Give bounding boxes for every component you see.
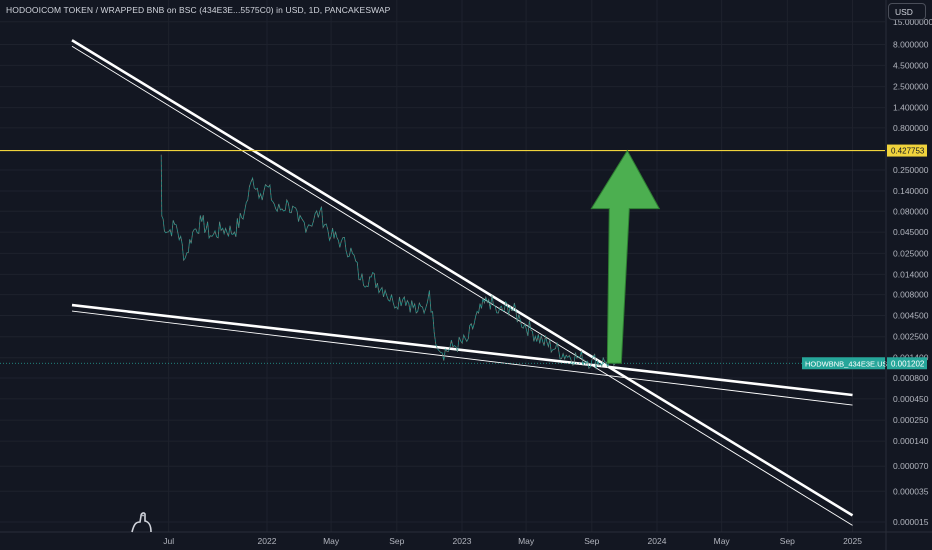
price-tag-label: 0.001202 [891, 359, 925, 368]
y-tick-label: 0.004500 [893, 310, 929, 320]
symbol-tag-label: HODWBNB_434E3E.USD [805, 359, 894, 368]
x-tick-label: 2022 [258, 536, 277, 546]
annotations: HODWBNB_434E3E.USD [0, 149, 894, 370]
upper-trendline-inner [71, 45, 853, 526]
level-price-label: 0.427753 [891, 147, 925, 156]
x-tick-label: Jul [163, 536, 174, 546]
upper-trendline[interactable] [71, 39, 854, 517]
y-tick-label: 0.000140 [893, 436, 929, 446]
x-tick-label: May [518, 536, 535, 546]
y-tick-label: 0.800000 [893, 123, 929, 133]
x-tick-label: Sep [780, 536, 795, 546]
currency-button[interactable]: USD [888, 3, 926, 20]
y-tick-label: 0.002500 [893, 332, 929, 342]
price-line-down [160, 154, 616, 370]
y-tick-label: 0.045000 [893, 227, 929, 237]
x-tick-label: May [323, 536, 340, 546]
x-tick-label: Sep [584, 536, 599, 546]
tradingview-logo-icon[interactable] [128, 510, 156, 534]
y-tick-label: 4.500000 [893, 60, 929, 70]
y-tick-label: 0.000250 [893, 415, 929, 425]
x-tick-label: 2024 [648, 536, 667, 546]
y-tick-label: 0.000015 [893, 517, 929, 527]
y-tick-label: 2.500000 [893, 82, 929, 92]
y-tick-label: 0.000070 [893, 461, 929, 471]
y-tick-label: 0.008000 [893, 290, 929, 300]
symbol-tag [802, 357, 885, 370]
grid-lines [0, 0, 885, 532]
lower-trendline-inner [71, 310, 853, 406]
y-tick-label: 0.080000 [893, 206, 929, 216]
y-tick-label: 0.140000 [893, 186, 929, 196]
y-tick-label: 8.000000 [893, 40, 929, 50]
x-tick-label: 2023 [453, 536, 472, 546]
y-axis[interactable]: 15.000000 8.000000 4.500000 2.500000 1.40000… [885, 0, 932, 550]
lower-trendline[interactable] [71, 303, 853, 397]
price-tag [887, 357, 927, 370]
trendlines [71, 39, 854, 526]
y-tick-label: 0.000800 [893, 373, 929, 383]
y-tick-label: 1.400000 [893, 103, 929, 113]
x-tick-label: 2025 [843, 536, 862, 546]
y-tick-label: 15.000000 [893, 17, 932, 27]
y-tick-label: 0.000035 [893, 486, 929, 496]
y-tick-label: 0.000450 [893, 394, 929, 404]
y-tick-label: 0.250000 [893, 165, 929, 175]
y-tick-label: 0.014000 [893, 269, 929, 279]
price-line-up [160, 154, 616, 370]
y-tick-label: 0.025000 [893, 248, 929, 258]
price-series [160, 154, 616, 370]
x-tick-label: May [714, 536, 731, 546]
x-axis[interactable]: Jul 2022 May Sep 2023 May Sep 2024 May Sep 2025 [0, 531, 932, 546]
x-tick-label: Sep [389, 536, 404, 546]
chart-title: HODOOICOM TOKEN / WRAPPED BNB on BSC (43… [6, 5, 391, 15]
breakout-arrow[interactable] [590, 149, 661, 364]
level-price-tag [887, 144, 927, 157]
